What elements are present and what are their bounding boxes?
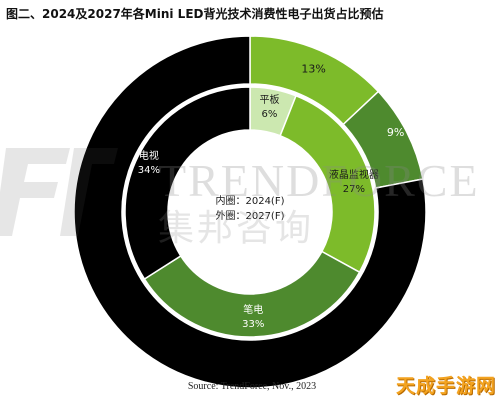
outer-slice-0-value-label: 13% [301,62,325,75]
center-label-line-1: 外圈：2027(F) [215,210,284,222]
inner-slice-1-name-label: 液晶监视器 [329,168,379,181]
source-note: Source: TrendForce, Nov., 2023 [187,381,317,392]
inner-ring [124,86,376,338]
inner-slice-0-name-label: 平板 [259,93,279,106]
chart-title: 图二、2024及2027年各Mini LED背光技术消费性电子出货占比预估 [6,7,384,21]
inner-slice-1-value-label: 27% [343,184,365,195]
inner-slice-0-value-label: 6% [262,109,278,120]
corner-logo: 天成手游网 [395,375,496,397]
outer-ring [73,35,427,389]
center-label-line-0: 内圈：2024(F) [215,194,284,207]
inner-slice-3-value-label: 34% [138,165,160,176]
center-label: 内圈：2024(F) 外圈：2027(F) [215,194,284,222]
inner-slice-2 [143,250,361,338]
inner-slice-3 [124,86,251,281]
slice-labels: 平板 6% 液晶监视器 27% 笔电 33% 电视 34% 13% 9% 78% [112,62,404,374]
outer-slice-2-value-label: 78% [112,362,136,375]
outer-slice-1-value-label: 9% [387,126,404,139]
inner-slice-2-name-label: 笔电 [243,303,263,316]
inner-slice-2-value-label: 33% [242,319,264,330]
outer-slice-2 [73,35,427,389]
inner-slice-3-name-label: 电视 [139,149,159,162]
